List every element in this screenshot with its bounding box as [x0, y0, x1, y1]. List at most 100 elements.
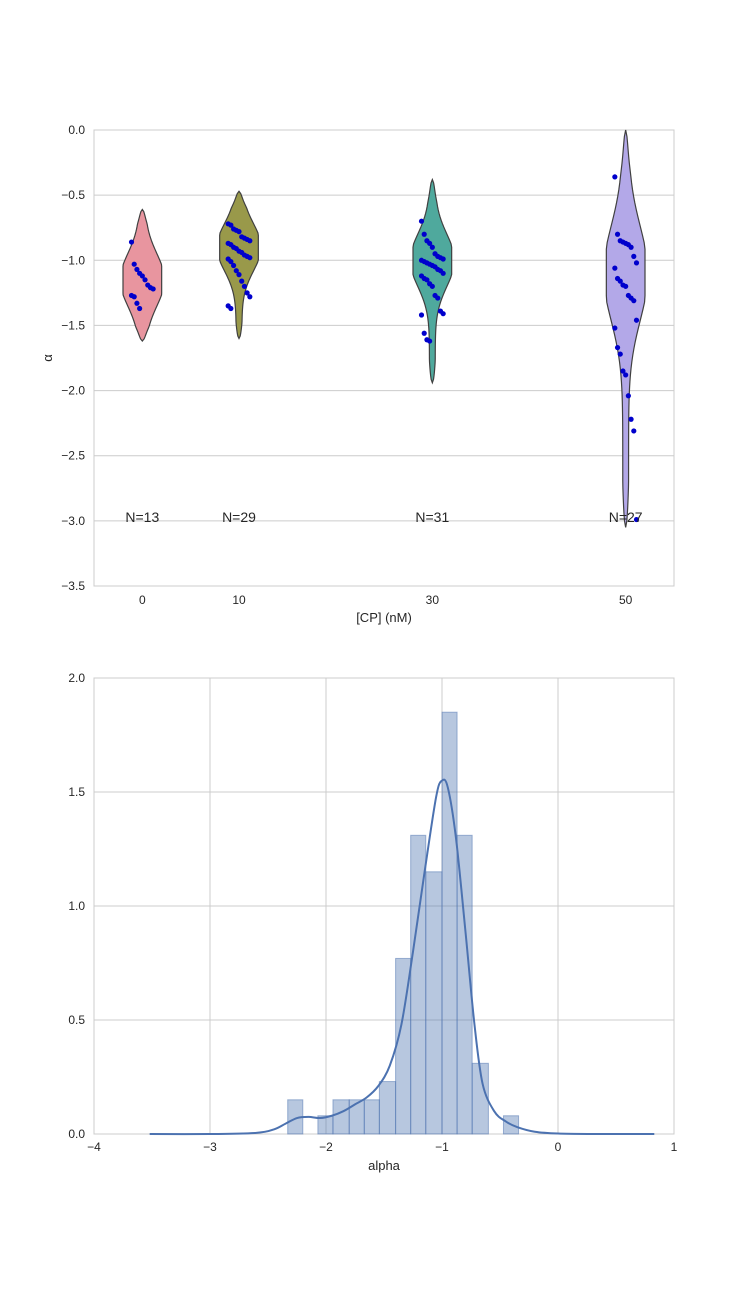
violin-point-10 [230, 262, 237, 269]
violin-30 [412, 177, 453, 385]
histogram-bar [363, 1099, 380, 1135]
violin-point-0 [134, 266, 140, 273]
violin-point-50 [612, 174, 618, 180]
violin-point-10 [236, 272, 242, 278]
violin-x-tick-label: 30 [426, 593, 440, 607]
violin-point-50 [612, 265, 618, 271]
histogram-bars [287, 711, 520, 1135]
violin-point-0 [139, 273, 145, 279]
violin-point-0 [150, 286, 156, 292]
violin-x-tick-label: 50 [619, 593, 633, 607]
violin-x-tick-label: 0 [139, 593, 146, 607]
violin-point-50 [633, 516, 640, 523]
violin-y-tick-label: −3.5 [61, 579, 85, 593]
violin-point-10 [239, 278, 245, 284]
histogram-y-tick-label: 0.0 [68, 1127, 85, 1141]
violin-point-50 [628, 244, 634, 250]
histogram-x-tick-label: −4 [87, 1140, 101, 1154]
violin-count-label: N=27 [609, 509, 643, 525]
violin-point-30 [418, 218, 425, 224]
histogram-y-tick-label: 2.0 [68, 671, 85, 685]
violin-y-tick-label: −2.5 [61, 449, 85, 463]
violin-point-50 [623, 283, 629, 289]
violin-point-30 [418, 312, 425, 318]
violin-gridlines [94, 129, 674, 587]
histogram-x-tick-label: −1 [435, 1140, 449, 1154]
histogram-bar [425, 871, 443, 1135]
violin-point-50 [631, 298, 637, 304]
violin-point-30 [421, 330, 427, 336]
histogram-bar [348, 1099, 365, 1135]
violin-point-50 [617, 351, 623, 357]
histogram-x-tick-label: −3 [203, 1140, 217, 1154]
violin-point-10 [228, 222, 234, 228]
violin-point-30 [440, 256, 446, 262]
violin-point-30 [427, 240, 433, 246]
violin-point-30 [427, 338, 433, 344]
histogram-x-tick-label: −2 [319, 1140, 333, 1154]
violin-point-50 [623, 372, 629, 378]
histogram-y-tick-label: 0.5 [68, 1013, 85, 1027]
violin-y-tick-label: −1.5 [61, 318, 85, 332]
violin-y-tick-label: 0.0 [68, 123, 85, 137]
violin-point-0 [131, 294, 137, 300]
violin-point-50 [625, 393, 631, 399]
histogram-x-ticks: −4 −3 −2 −1 0 1 [87, 1140, 678, 1154]
violin-count-label: N=29 [222, 509, 256, 525]
violin-x-tick-label: 10 [232, 593, 246, 607]
violin-point-10 [247, 294, 253, 300]
violin-chart: N=13 N=29 N=31 N=27 0.0 −0.5 −1.0 −1.5 −2.0 −2.5… [40, 123, 675, 625]
violin-points [128, 174, 640, 523]
violin-point-0 [128, 239, 135, 245]
histogram-kde-line [149, 778, 655, 1136]
violin-point-10 [247, 255, 253, 261]
violin-point-30 [429, 244, 435, 250]
histogram-y-tick-label: 1.0 [68, 899, 85, 913]
violin-count-labels: N=13 N=29 N=31 N=27 [125, 509, 642, 525]
histogram-bar [332, 1099, 350, 1135]
histogram-bar [456, 834, 473, 1135]
histogram-y-tick-label: 1.5 [68, 785, 85, 799]
violin-point-50 [620, 368, 626, 374]
violin-point-30 [440, 311, 446, 317]
violin-point-50 [628, 416, 634, 422]
violin-y-tick-label: −3.0 [61, 514, 85, 528]
violin-y-ticks: 0.0 −0.5 −1.0 −1.5 −2.0 −2.5 −3.0 −3.5 [61, 123, 85, 593]
violin-y-tick-label: −2.0 [61, 384, 85, 398]
violin-10 [219, 190, 259, 340]
violin-point-30 [435, 295, 441, 301]
violin-y-axis-label: α [40, 354, 55, 362]
violin-point-30 [421, 231, 427, 237]
violin-x-axis-label: [CP] (nM) [356, 610, 412, 625]
violin-point-50 [612, 325, 618, 331]
violin-point-0 [142, 277, 148, 283]
violin-y-tick-label: −1.0 [61, 253, 85, 267]
histogram-x-tick-label: 1 [671, 1140, 678, 1154]
violin-point-50 [631, 428, 637, 434]
violin-point-50 [617, 278, 623, 284]
violin-point-10 [244, 290, 250, 296]
violin-point-0 [134, 300, 140, 306]
violin-point-0 [137, 305, 143, 312]
violin-50 [605, 129, 646, 528]
violin-point-10 [236, 229, 242, 235]
violin-y-tick-label: −0.5 [61, 188, 85, 202]
violin-x-ticks: 0 10 30 50 [139, 593, 633, 607]
histogram-chart: 0.0 0.5 1.0 1.5 2.0 −4 −3 −2 −1 0 1 alpha [68, 671, 677, 1173]
histogram-x-tick-label: 0 [555, 1140, 562, 1154]
violin-point-0 [131, 261, 137, 267]
violin-plot-area [93, 129, 675, 587]
violin-count-label: N=13 [125, 509, 159, 525]
violin-point-10 [233, 268, 239, 274]
violin-point-10 [247, 238, 253, 244]
histogram-kde [149, 778, 655, 1136]
histogram-x-axis-label: alpha [368, 1158, 401, 1173]
histogram-bar [441, 711, 458, 1135]
violin-point-10 [228, 258, 234, 265]
violin-point-10 [228, 305, 234, 312]
violin-point-50 [614, 231, 621, 237]
violin-point-50 [633, 317, 640, 323]
violin-point-30 [429, 283, 435, 289]
violin-point-10 [241, 283, 248, 289]
